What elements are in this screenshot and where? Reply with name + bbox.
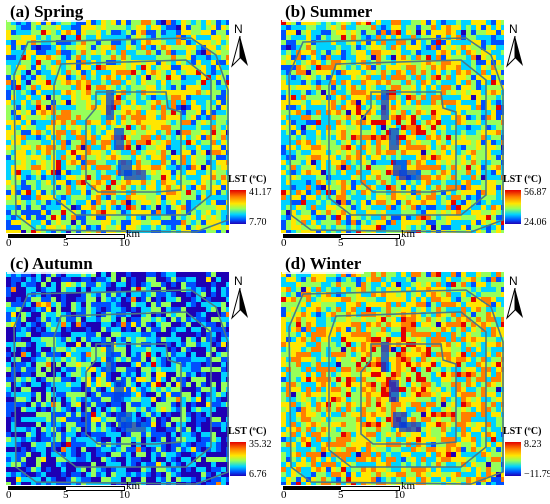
scale-bar-black-segment bbox=[283, 234, 341, 238]
lst-map-winter bbox=[281, 272, 504, 485]
legend-title: LST (ºC) bbox=[228, 174, 267, 185]
legend-title: LST (ºC) bbox=[503, 426, 542, 437]
ring-road bbox=[360, 91, 457, 193]
scale-tick-10: 10 bbox=[119, 489, 130, 501]
legend-color-ramp bbox=[505, 190, 521, 224]
scale-bar: 0 5 10 km bbox=[281, 480, 429, 504]
scale-tick-0: 0 bbox=[281, 237, 287, 249]
legend-min-value: 7.70 bbox=[249, 217, 267, 228]
ring-road bbox=[288, 289, 504, 485]
scale-unit: km bbox=[401, 228, 416, 240]
scale-bar-white-segment bbox=[66, 486, 125, 491]
legend-title: LST (ºC) bbox=[503, 174, 542, 185]
scale-tick-5: 5 bbox=[63, 489, 69, 501]
north-arrow: N bbox=[229, 22, 251, 70]
legend-max-value: 41.17 bbox=[249, 187, 272, 198]
north-arrow-icon bbox=[506, 36, 523, 68]
legend-max-value: 56.87 bbox=[524, 187, 547, 198]
north-arrow: N bbox=[504, 274, 526, 322]
scale-tick-0: 0 bbox=[6, 237, 12, 249]
lst-map-autumn bbox=[6, 272, 229, 485]
ring-road bbox=[85, 91, 182, 193]
scale-unit: km bbox=[401, 480, 416, 492]
scale-bar: 0 5 10 km bbox=[6, 228, 154, 252]
north-arrow-icon bbox=[231, 36, 248, 68]
scale-unit: km bbox=[126, 480, 141, 492]
panel-title: (c) Autumn bbox=[7, 254, 96, 274]
scale-bar-black-segment bbox=[8, 486, 66, 490]
north-label: N bbox=[234, 22, 243, 36]
panel-title: (d) Winter bbox=[282, 254, 365, 274]
scale-tick-0: 0 bbox=[281, 489, 287, 501]
legend-color-ramp bbox=[505, 442, 521, 476]
north-arrow-icon bbox=[231, 288, 248, 320]
panel-title: (a) Spring bbox=[7, 2, 87, 22]
ring-road bbox=[328, 311, 487, 468]
lst-raster bbox=[6, 272, 229, 485]
legend-min-value: 6.76 bbox=[249, 469, 267, 480]
legend-min-value: −11.79 bbox=[524, 469, 550, 480]
lst-raster bbox=[281, 20, 504, 233]
legend-color-ramp bbox=[230, 442, 246, 476]
scale-tick-5: 5 bbox=[338, 237, 344, 249]
scale-unit: km bbox=[126, 228, 141, 240]
scale-tick-5: 5 bbox=[63, 237, 69, 249]
lst-raster bbox=[6, 20, 229, 233]
scale-tick-10: 10 bbox=[394, 237, 405, 249]
legend-min-value: 24.06 bbox=[524, 217, 547, 228]
ring-road bbox=[288, 37, 504, 233]
ring-road bbox=[13, 289, 229, 485]
scale-bar-white-segment bbox=[341, 234, 400, 239]
north-arrow-icon bbox=[506, 288, 523, 320]
legend-title: LST (ºC) bbox=[228, 426, 267, 437]
panel-summer: (b) Summer N LST (ºC) 56.87 24.06 0 5 10… bbox=[275, 0, 550, 252]
lst-map-spring bbox=[6, 20, 229, 233]
scale-bar-white-segment bbox=[341, 486, 400, 491]
scale-bar-black-segment bbox=[8, 234, 66, 238]
lst-raster bbox=[281, 272, 504, 485]
scale-bar-white-segment bbox=[66, 234, 125, 239]
scale-tick-10: 10 bbox=[119, 237, 130, 249]
panel-autumn: (c) Autumn N LST (ºC) 35.32 6.76 0 5 10 … bbox=[0, 252, 275, 504]
scale-tick-5: 5 bbox=[338, 489, 344, 501]
north-arrow: N bbox=[504, 22, 526, 70]
ring-road bbox=[13, 37, 229, 233]
scale-bar: 0 5 10 km bbox=[6, 480, 154, 504]
legend-max-value: 8.23 bbox=[524, 439, 542, 450]
lst-map-summer bbox=[281, 20, 504, 233]
ring-road bbox=[328, 59, 487, 216]
scale-bar-black-segment bbox=[283, 486, 341, 490]
ring-road bbox=[53, 59, 212, 216]
scale-tick-10: 10 bbox=[394, 489, 405, 501]
legend-max-value: 35.32 bbox=[249, 439, 272, 450]
north-label: N bbox=[509, 274, 518, 288]
ring-road bbox=[85, 343, 182, 445]
legend-color-ramp bbox=[230, 190, 246, 224]
ring-road bbox=[360, 343, 457, 445]
scale-bar: 0 5 10 km bbox=[281, 228, 429, 252]
panel-winter: (d) Winter N LST (ºC) 8.23 −11.79 0 5 10… bbox=[275, 252, 550, 504]
north-arrow: N bbox=[229, 274, 251, 322]
panel-spring: (a) Spring N LST (ºC) 41.17 7.70 0 5 10 … bbox=[0, 0, 275, 252]
panel-title: (b) Summer bbox=[282, 2, 376, 22]
north-label: N bbox=[234, 274, 243, 288]
ring-road bbox=[53, 311, 212, 468]
north-label: N bbox=[509, 22, 518, 36]
scale-tick-0: 0 bbox=[6, 489, 12, 501]
